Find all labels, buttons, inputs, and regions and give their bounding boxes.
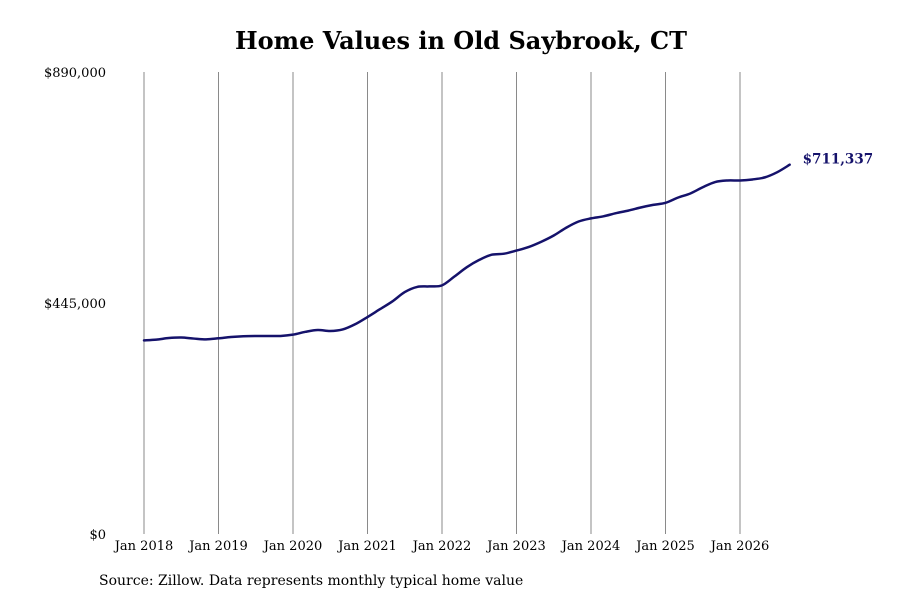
x-tick-label: Jan 2019 xyxy=(187,539,248,554)
x-tick-label: Jan 2023 xyxy=(485,539,546,554)
x-tick-label: Jan 2021 xyxy=(336,539,397,554)
y-tick-label: $0 xyxy=(89,528,106,543)
source-note: Source: Zillow. Data represents monthly … xyxy=(99,573,524,589)
x-tick-label: Jan 2022 xyxy=(411,539,472,554)
x-tick-label: Jan 2018 xyxy=(113,539,174,554)
x-tick-label: Jan 2024 xyxy=(560,539,621,554)
x-tick-label: Jan 2025 xyxy=(634,539,695,554)
y-tick-label: $890,000 xyxy=(44,66,106,81)
end-value-label: $711,337 xyxy=(803,152,873,168)
chart-title: Home Values in Old Saybrook, CT xyxy=(234,26,688,55)
x-tick-label: Jan 2026 xyxy=(709,539,770,554)
series-line xyxy=(142,163,791,342)
y-tick-label: $445,000 xyxy=(44,297,106,312)
x-tick-label: Jan 2020 xyxy=(262,539,323,554)
